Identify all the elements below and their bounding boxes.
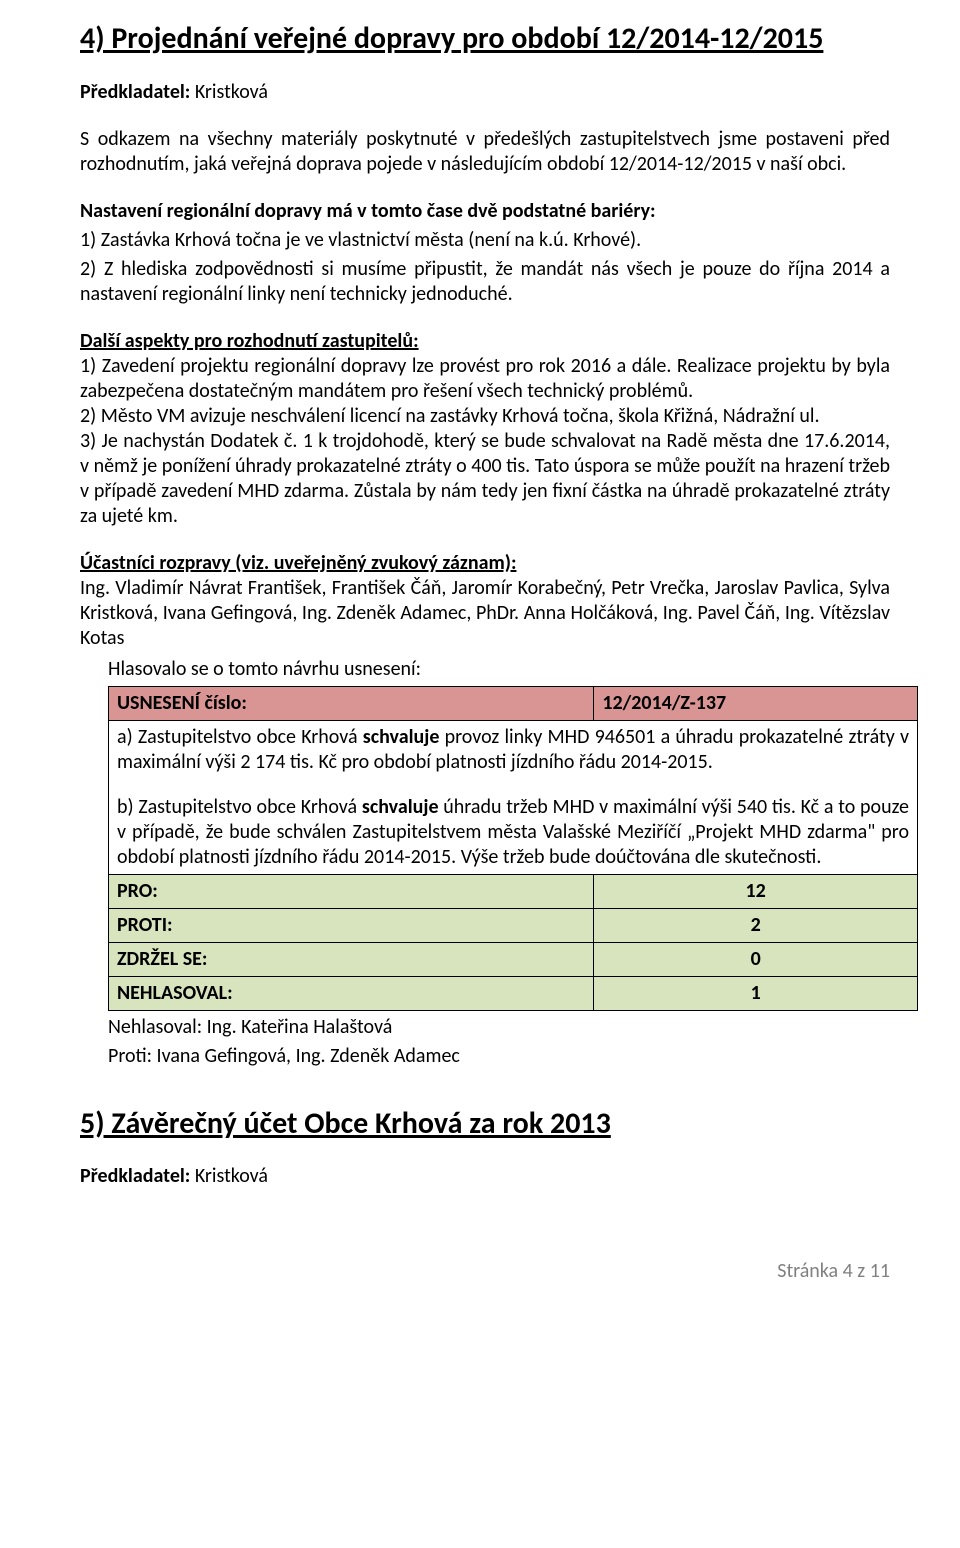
resolution-table: USNESENÍ číslo: 12/2014/Z-137 a) Zastupi… xyxy=(108,686,918,1011)
resolution-label-cell: USNESENÍ číslo: xyxy=(109,686,594,720)
resolution-number-cell: 12/2014/Z-137 xyxy=(594,686,918,720)
vote-proti-label: PROTI: xyxy=(109,908,594,942)
page-footer: Stránka 4 z 11 xyxy=(80,1259,890,1284)
body-b-bold: schvaluje xyxy=(362,795,439,819)
debate-body: Ing. Vladimír Návrat František, Františe… xyxy=(80,576,890,650)
section4-intro: S odkazem na všechny materiály poskytnut… xyxy=(80,127,890,177)
presenter-name-5: Kristková xyxy=(190,1164,268,1188)
presenter-label-5: Předkladatel: xyxy=(80,1164,190,1188)
resolution-body-cell: a) Zastupitelstvo obce Krhová schvaluje … xyxy=(109,720,918,874)
presenter-name: Kristková xyxy=(190,80,268,104)
vote-pro-value: 12 xyxy=(594,874,918,908)
vote-footnote-2: Proti: Ivana Gefingová, Ing. Zdeněk Adam… xyxy=(108,1044,890,1069)
vote-zdrzel-value: 0 xyxy=(594,942,918,976)
debate-block: Účastníci rozpravy (viz. uveřejněný zvuk… xyxy=(80,551,890,651)
body-b-pre: b) Zastupitelstvo obce Krhová xyxy=(117,795,362,819)
vote-intro: Hlasovalo se o tomto návrhu usnesení: xyxy=(108,657,890,682)
vote-zdrzel-row: ZDRŽEL SE: 0 xyxy=(109,942,918,976)
body-a-pre: a) Zastupitelstvo obce Krhová xyxy=(117,725,363,749)
resolution-header-row: USNESENÍ číslo: 12/2014/Z-137 xyxy=(109,686,918,720)
barriers-heading: Nastavení regionální dopravy má v tomto … xyxy=(80,199,890,224)
vote-nehlas-label: NEHLASOVAL: xyxy=(109,976,594,1010)
aspects-heading: Další aspekty pro rozhodnutí zastupitelů… xyxy=(80,329,419,353)
vote-nehlas-value: 1 xyxy=(594,976,918,1010)
vote-zdrzel-label: ZDRŽEL SE: xyxy=(109,942,594,976)
resolution-body-row: a) Zastupitelstvo obce Krhová schvaluje … xyxy=(109,720,918,874)
barrier-2: 2) Z hlediska zodpovědnosti si musíme př… xyxy=(80,257,890,307)
vote-pro-label: PRO: xyxy=(109,874,594,908)
barrier-1: 1) Zastávka Krhová točna je ve vlastnict… xyxy=(80,228,890,253)
aspects-block: Další aspekty pro rozhodnutí zastupitelů… xyxy=(80,329,890,529)
vote-proti-value: 2 xyxy=(594,908,918,942)
debate-heading: Účastníci rozpravy (viz. uveřejněný zvuk… xyxy=(80,551,516,575)
section4-title: 4) Projednání veřejné dopravy pro období… xyxy=(80,20,890,58)
body-a-bold: schvaluje xyxy=(363,725,440,749)
presenter-label: Předkladatel: xyxy=(80,80,190,104)
vote-pro-row: PRO: 12 xyxy=(109,874,918,908)
section5-title: 5) Závěrečný účet Obce Krhová za rok 201… xyxy=(80,1105,890,1143)
section4-presenter: Předkladatel: Kristková xyxy=(80,80,890,105)
vote-footnote-1: Nehlasoval: Ing. Kateřina Halaštová xyxy=(108,1015,890,1040)
vote-proti-row: PROTI: 2 xyxy=(109,908,918,942)
aspects-body: 1) Zavedení projektu regionální dopravy … xyxy=(80,354,890,528)
section5-presenter: Předkladatel: Kristková xyxy=(80,1164,890,1189)
vote-nehlas-row: NEHLASOVAL: 1 xyxy=(109,976,918,1010)
